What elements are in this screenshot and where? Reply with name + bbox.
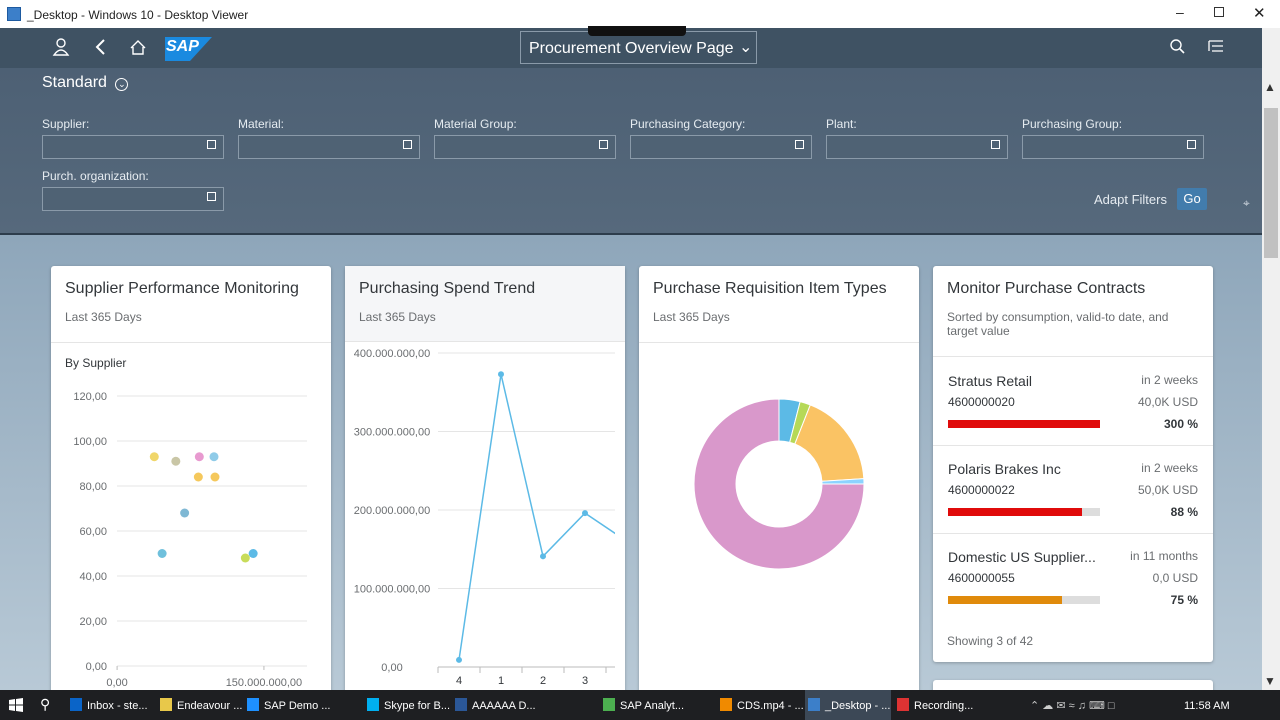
contract-due: in 11 months bbox=[1130, 549, 1198, 563]
filter-label: Plant: bbox=[826, 117, 857, 131]
contract-number: 4600000055 bbox=[948, 571, 1015, 585]
filter-input[interactable] bbox=[238, 135, 420, 159]
minimize[interactable]: – bbox=[1176, 4, 1184, 20]
card[interactable]: Supplier Performance Monitoring Last 365 … bbox=[51, 266, 331, 696]
progress-bar bbox=[948, 420, 1100, 428]
task-item[interactable]: AAAAAA D... bbox=[472, 700, 536, 712]
window-icon bbox=[7, 7, 21, 21]
contract-number: 4600000020 bbox=[948, 395, 1015, 409]
task-item[interactable]: _Desktop - ... bbox=[825, 700, 891, 712]
card-title: Purchasing Spend Trend bbox=[359, 280, 536, 297]
filter-label: Purchasing Group: bbox=[1022, 117, 1123, 131]
card[interactable]: Monitor Purchase Contracts Sorted by cons… bbox=[933, 266, 1213, 662]
filter-label: Purch. organization: bbox=[42, 169, 149, 183]
progress-track bbox=[948, 508, 1100, 516]
shell-right-icons bbox=[1170, 39, 1223, 54]
viewer-toolbar[interactable] bbox=[588, 26, 686, 36]
contract-name: Stratus Retail bbox=[948, 373, 1033, 389]
card-title: Supplier Performance Monitoring bbox=[65, 280, 299, 297]
task-icon[interactable] bbox=[720, 698, 732, 711]
taskbar: ⚲ Inbox - ste... Endeavour ... SAP Demo ..… bbox=[0, 690, 1280, 720]
shell-icons bbox=[52, 37, 212, 61]
sap-logo[interactable]: SAP bbox=[166, 38, 199, 55]
go-button[interactable]: Go bbox=[1177, 188, 1207, 210]
filter-label: Supplier: bbox=[42, 117, 90, 131]
filter-input[interactable] bbox=[1022, 135, 1204, 159]
task-item[interactable]: Skype for B... bbox=[384, 700, 451, 712]
maximize[interactable] bbox=[1214, 7, 1224, 17]
progress-track bbox=[948, 420, 1100, 428]
chart-label: By Supplier bbox=[65, 356, 127, 370]
card-subtitle: Last 365 Days bbox=[65, 310, 142, 324]
tray-icons: ⌃ ☁ ✉ ≈ ♫ ⌨ □ bbox=[1030, 700, 1115, 712]
contract-name: Domestic US Supplier... bbox=[948, 549, 1096, 565]
card[interactable]: Purchasing Spend Trend Last 365 Days bbox=[345, 266, 625, 696]
filter-label: Purchasing Category: bbox=[630, 117, 746, 131]
card-subtitle: Sorted by consumption, valid-to date, an… bbox=[947, 310, 1169, 338]
task-icon[interactable] bbox=[247, 698, 259, 711]
filter-input[interactable] bbox=[42, 135, 224, 159]
app-title-text: Procurement Overview Page bbox=[529, 40, 734, 57]
contract-number: 4600000022 bbox=[948, 483, 1015, 497]
adapt-filters[interactable]: Adapt Filters bbox=[1094, 192, 1167, 207]
separator bbox=[933, 445, 1213, 446]
search[interactable]: ⚲ bbox=[40, 696, 51, 712]
task-icon[interactable] bbox=[897, 698, 909, 711]
task-icon[interactable] bbox=[70, 698, 82, 711]
close[interactable]: ✕ bbox=[1253, 5, 1266, 22]
variant[interactable]: Standard ⌄ bbox=[42, 74, 129, 92]
filter-input[interactable] bbox=[42, 187, 224, 211]
contract-amount: 50,0K USD bbox=[1137, 483, 1198, 497]
start[interactable] bbox=[9, 698, 23, 712]
filter-label: Material: bbox=[238, 117, 285, 131]
clock: 11:58 AM bbox=[1184, 700, 1230, 712]
pin[interactable]: ⌖ bbox=[1243, 196, 1250, 210]
filter-bar: Standard ⌄ Supplier: Material: Material Gr… bbox=[0, 68, 1262, 235]
filter-input[interactable] bbox=[630, 135, 812, 159]
card-footer: Showing 3 of 42 bbox=[947, 634, 1034, 648]
task-icon[interactable] bbox=[367, 698, 379, 711]
task-icon[interactable] bbox=[603, 698, 615, 711]
window-titlebar: _Desktop - Windows 10 - Desktop Viewer –… bbox=[0, 0, 1280, 28]
progress-track bbox=[948, 596, 1100, 604]
window-title: _Desktop - Windows 10 - Desktop Viewer bbox=[27, 8, 249, 22]
task-item[interactable]: Recording... bbox=[914, 700, 974, 712]
task-item[interactable]: Endeavour ... bbox=[177, 700, 243, 712]
contract-name: Polaris Brakes Inc bbox=[948, 461, 1061, 477]
task-icon[interactable] bbox=[808, 698, 820, 711]
task-item[interactable]: Inbox - ste... bbox=[87, 700, 148, 712]
contract-amount: 0,0 USD bbox=[1152, 571, 1198, 585]
task-icon[interactable] bbox=[160, 698, 172, 711]
task-item[interactable]: SAP Analyt... bbox=[620, 700, 685, 712]
contract-due: in 2 weeks bbox=[1141, 461, 1198, 475]
task-item[interactable]: CDS.mp4 - ... bbox=[737, 700, 804, 712]
filter-label: Material Group: bbox=[434, 117, 517, 131]
contract-amount: 40,0K USD bbox=[1137, 395, 1198, 409]
progress-label: 300 % bbox=[1163, 417, 1198, 431]
card[interactable]: Purchase Requisition Item Types Last 365 … bbox=[639, 266, 919, 696]
contract-due: in 2 weeks bbox=[1141, 373, 1198, 387]
variant-name: Standard bbox=[42, 74, 107, 91]
task-item[interactable]: SAP Demo ... bbox=[264, 700, 331, 712]
shell-bar: SAP Procurement Overview Page ⌄ bbox=[0, 26, 1262, 68]
separator bbox=[933, 533, 1213, 534]
progress-label: 75 % bbox=[1170, 593, 1198, 607]
card-subtitle: Last 365 Days bbox=[653, 310, 730, 324]
progress-bar bbox=[948, 596, 1062, 604]
progress-label: 88 % bbox=[1170, 505, 1198, 519]
card-subtitle: Last 365 Days bbox=[359, 310, 436, 324]
scrollbar[interactable]: ▲ ▼ bbox=[1262, 28, 1280, 690]
task-icon[interactable] bbox=[455, 698, 467, 711]
filter-input[interactable] bbox=[434, 135, 616, 159]
card-title: Purchase Requisition Item Types bbox=[653, 280, 887, 297]
progress-bar bbox=[948, 508, 1082, 516]
filter-input[interactable] bbox=[826, 135, 1008, 159]
card-title: Monitor Purchase Contracts bbox=[947, 280, 1146, 297]
